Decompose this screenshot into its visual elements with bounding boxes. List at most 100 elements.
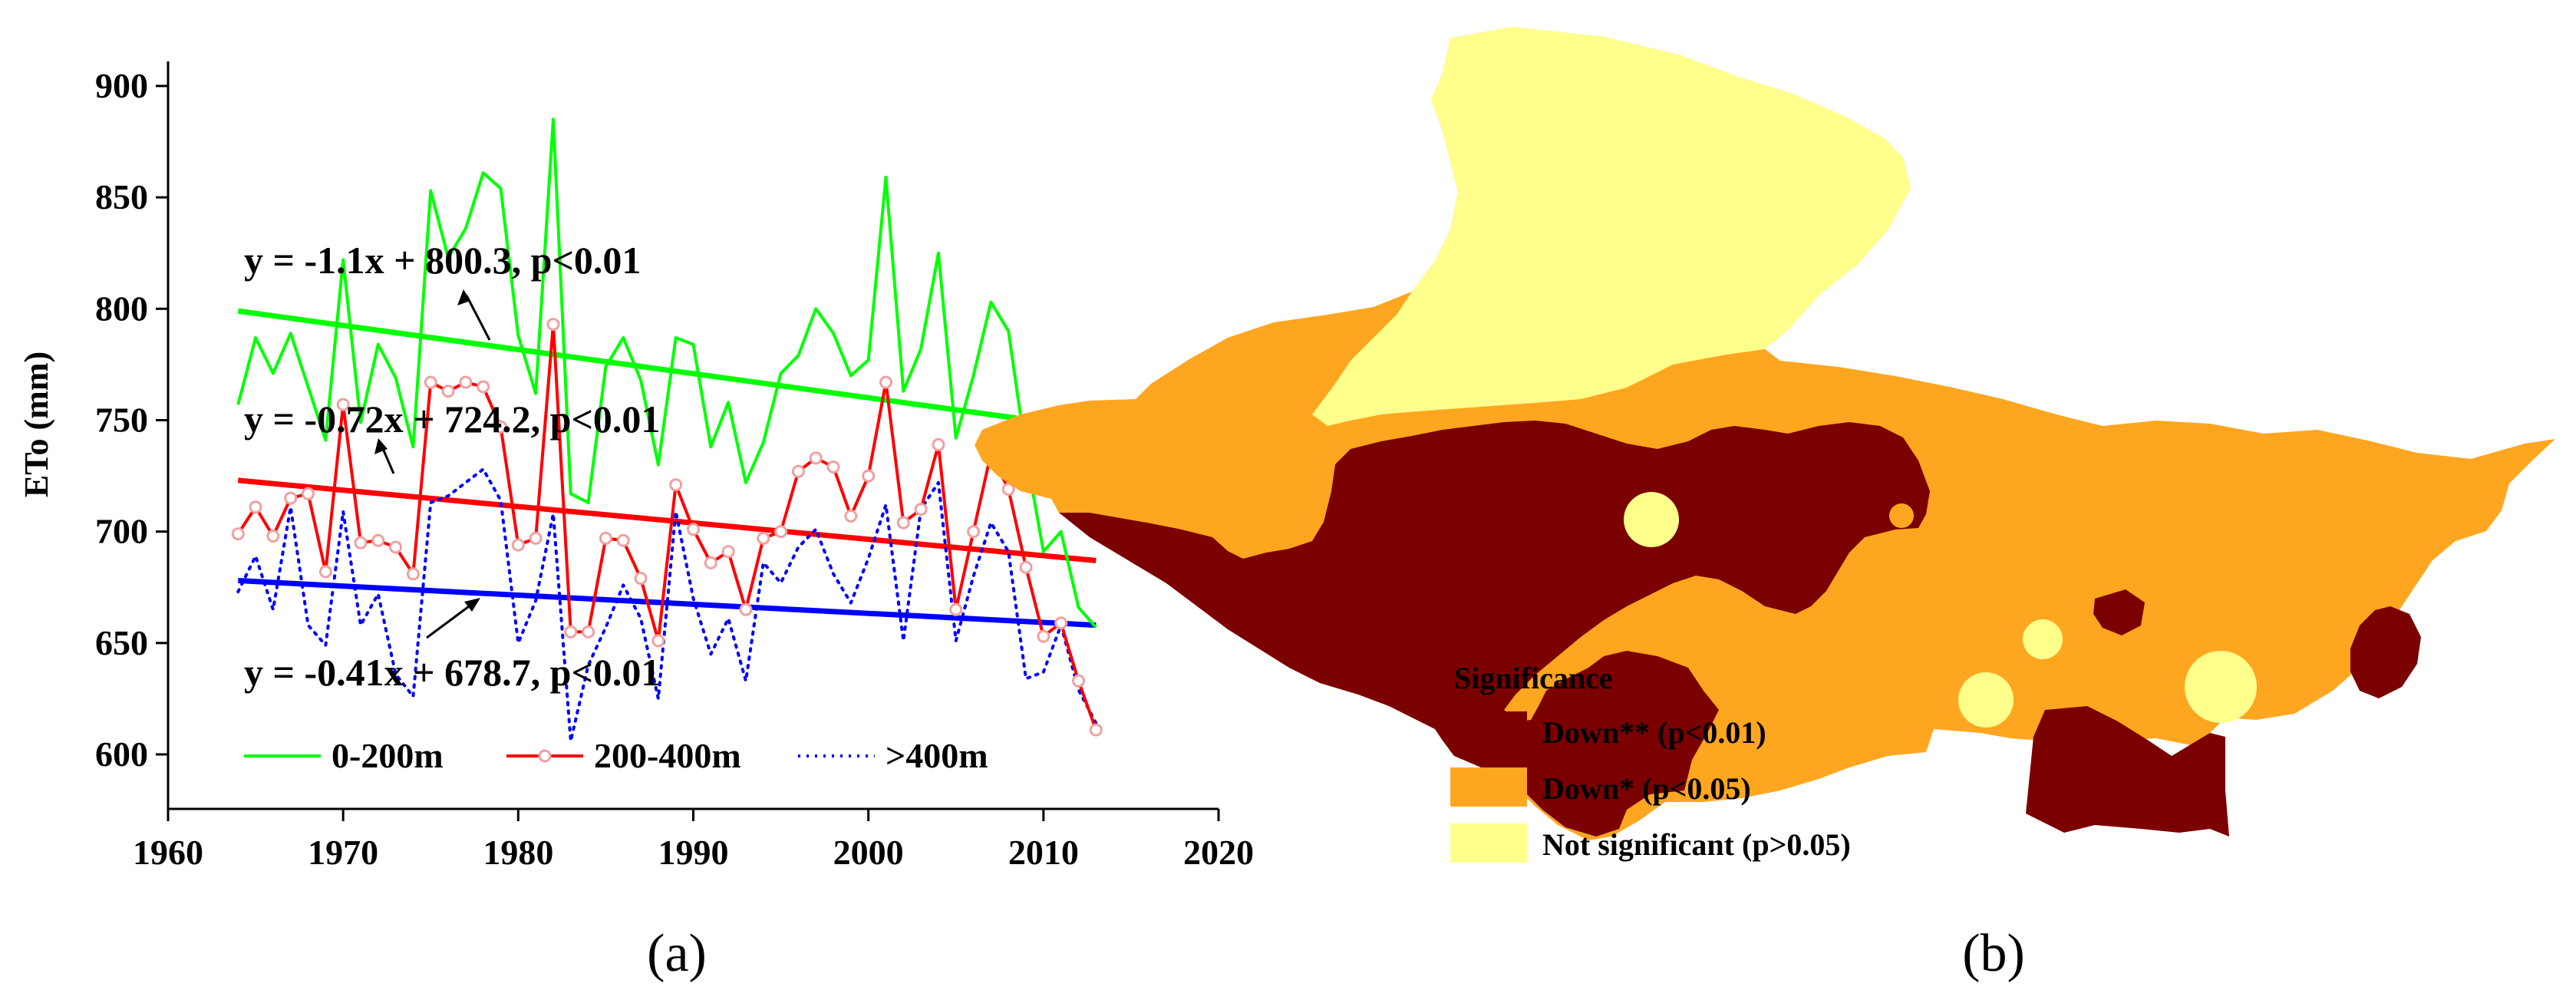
- data-point-200-400m: [844, 509, 858, 523]
- chart-axes: [167, 61, 1219, 810]
- data-point-200-400m: [1089, 723, 1103, 737]
- data-point-200-400m: [441, 384, 455, 398]
- x-tick-label: 2020: [1183, 833, 1254, 872]
- map-legend-title: Significance: [1454, 661, 1613, 695]
- data-point-200-400m: [406, 567, 420, 581]
- data-point-200-400m: [371, 533, 385, 547]
- map-legend-label-down-p001: Down** (p<0.01): [1542, 715, 1766, 750]
- y-tick-label: 750: [95, 401, 148, 440]
- y-tick-label: 700: [95, 512, 148, 551]
- map-region-not-significant-north: [1312, 27, 1911, 426]
- map-legend-label-down-p005: Down* (p<0.05): [1542, 771, 1751, 806]
- trend-equations: y = -1.1x + 800.3, p<0.01 y = -0.72x + 7…: [244, 239, 660, 694]
- trend-lines: [237, 308, 1097, 629]
- data-point-200-400m: [669, 478, 683, 492]
- data-point-200-400m: [879, 375, 892, 389]
- panel-b-label: (b): [1962, 924, 2025, 983]
- y-tick-label: 900: [95, 66, 148, 105]
- data-point-200-400m: [354, 536, 368, 550]
- map-legend-swatch-not-significant: [1450, 823, 1527, 863]
- x-tick-label: 2010: [1008, 833, 1079, 872]
- data-point-200-400m: [896, 516, 910, 530]
- map-region-down-p001-east: [2350, 606, 2421, 698]
- y-axis-label: ETo (mm): [18, 351, 55, 497]
- data-point-200-400m: [809, 451, 823, 465]
- data-point-200-400m: [634, 572, 648, 586]
- x-tick-label: 1980: [483, 833, 553, 872]
- panel-a-label: (a): [647, 924, 707, 983]
- significance-map: [975, 27, 2555, 840]
- data-point-200-400m: [318, 565, 332, 579]
- data-point-200-400m: [389, 540, 403, 554]
- data-point-200-400m: [616, 533, 630, 547]
- data-point-200-400m: [651, 634, 665, 648]
- x-tick-label: 1970: [308, 833, 378, 872]
- map-region-down-p001-south: [2026, 706, 2229, 837]
- data-point-200-400m: [791, 464, 805, 478]
- data-point-200-400m: [599, 531, 612, 545]
- x-tick-label: 1990: [658, 833, 729, 872]
- data-point-200-400m: [1001, 483, 1015, 497]
- annotation-arrow: [465, 295, 491, 341]
- data-point-200-400m: [757, 531, 770, 545]
- data-point-200-400m: [477, 380, 490, 394]
- data-point-200-400m: [302, 487, 315, 500]
- data-point-200-400m: [862, 469, 876, 483]
- map-region-down-p001-notch: [2093, 589, 2145, 635]
- y-tick-label: 800: [95, 289, 148, 328]
- map-legend: Significance Down** (p<0.01) Down* (p<0.…: [1450, 661, 1851, 863]
- data-point-200-400m: [704, 556, 717, 569]
- data-point-200-400m: [1054, 616, 1068, 630]
- map-legend-swatch-down-p005: [1450, 767, 1527, 807]
- data-point-200-400m: [494, 420, 508, 434]
- legend-label-0-200m: 0-200m: [331, 736, 444, 775]
- series-lines: [231, 117, 1103, 743]
- data-point-200-400m: [739, 602, 753, 616]
- data-point-200-400m: [914, 503, 928, 517]
- data-point-200-400m: [949, 602, 963, 616]
- data-point-200-400m: [284, 491, 298, 505]
- data-point-200-400m: [687, 523, 700, 536]
- data-point-200-400m: [721, 545, 735, 559]
- data-point-200-400m: [511, 538, 525, 552]
- map-legend-swatch-down-p001: [1450, 711, 1527, 751]
- data-point-200-400m: [249, 500, 262, 514]
- y-tick-label: 650: [95, 623, 148, 662]
- x-tick-label: 2000: [833, 833, 904, 872]
- data-point-200-400m: [424, 375, 437, 389]
- annotation-arrowhead: [464, 598, 480, 612]
- chart-legend: 0-200m 200-400m >400m: [244, 736, 988, 775]
- map-region-down-p001-central: [1059, 421, 1930, 837]
- x-tick-label: 1960: [133, 833, 203, 872]
- data-point-200-400m: [336, 398, 350, 411]
- map-patch-not-significant: [1958, 672, 2014, 728]
- x-axis: 1960 1970 1980 1990 2000 2010 2020: [133, 809, 1254, 872]
- map-patch-not-significant: [2023, 619, 2063, 659]
- data-point-200-400m: [231, 527, 245, 541]
- trend-line-200-400m: [237, 477, 1097, 563]
- eto-chart: 600 650 700 750 800 850 900 1960 1970 1980 1990 20…: [18, 61, 1254, 872]
- legend-label-gt400m: >400m: [886, 736, 988, 775]
- series-line-0-200m: [236, 117, 1097, 629]
- legend-marker-200-400m: [538, 749, 552, 763]
- annotation-arrow: [426, 601, 475, 639]
- annotation-arrows: [374, 289, 491, 639]
- map-patch-not-significant: [1889, 503, 1914, 528]
- map-patch-not-significant: [2185, 651, 2257, 723]
- data-point-200-400m: [529, 531, 543, 545]
- trend-equation-200-400m: y = -0.72x + 724.2, p<0.01: [244, 398, 660, 441]
- data-point-200-400m: [546, 318, 560, 332]
- map-legend-label-not-significant: Not significant (p>0.05): [1542, 827, 1851, 862]
- data-point-200-400m: [826, 460, 840, 474]
- trend-equation-0-200m: y = -1.1x + 800.3, p<0.01: [244, 239, 641, 282]
- data-point-200-400m: [932, 437, 945, 451]
- data-point-200-400m: [564, 625, 578, 639]
- data-point-200-400m: [459, 375, 473, 389]
- data-point-200-400m: [582, 625, 595, 639]
- y-axis: 600 650 700 750 800 850 900: [95, 66, 168, 774]
- data-point-200-400m: [266, 529, 280, 543]
- trend-equation-gt400m: y = -0.41x + 678.7, p<0.01: [244, 651, 660, 694]
- data-point-200-400m: [1019, 560, 1033, 574]
- annotation-arrowhead: [457, 289, 470, 305]
